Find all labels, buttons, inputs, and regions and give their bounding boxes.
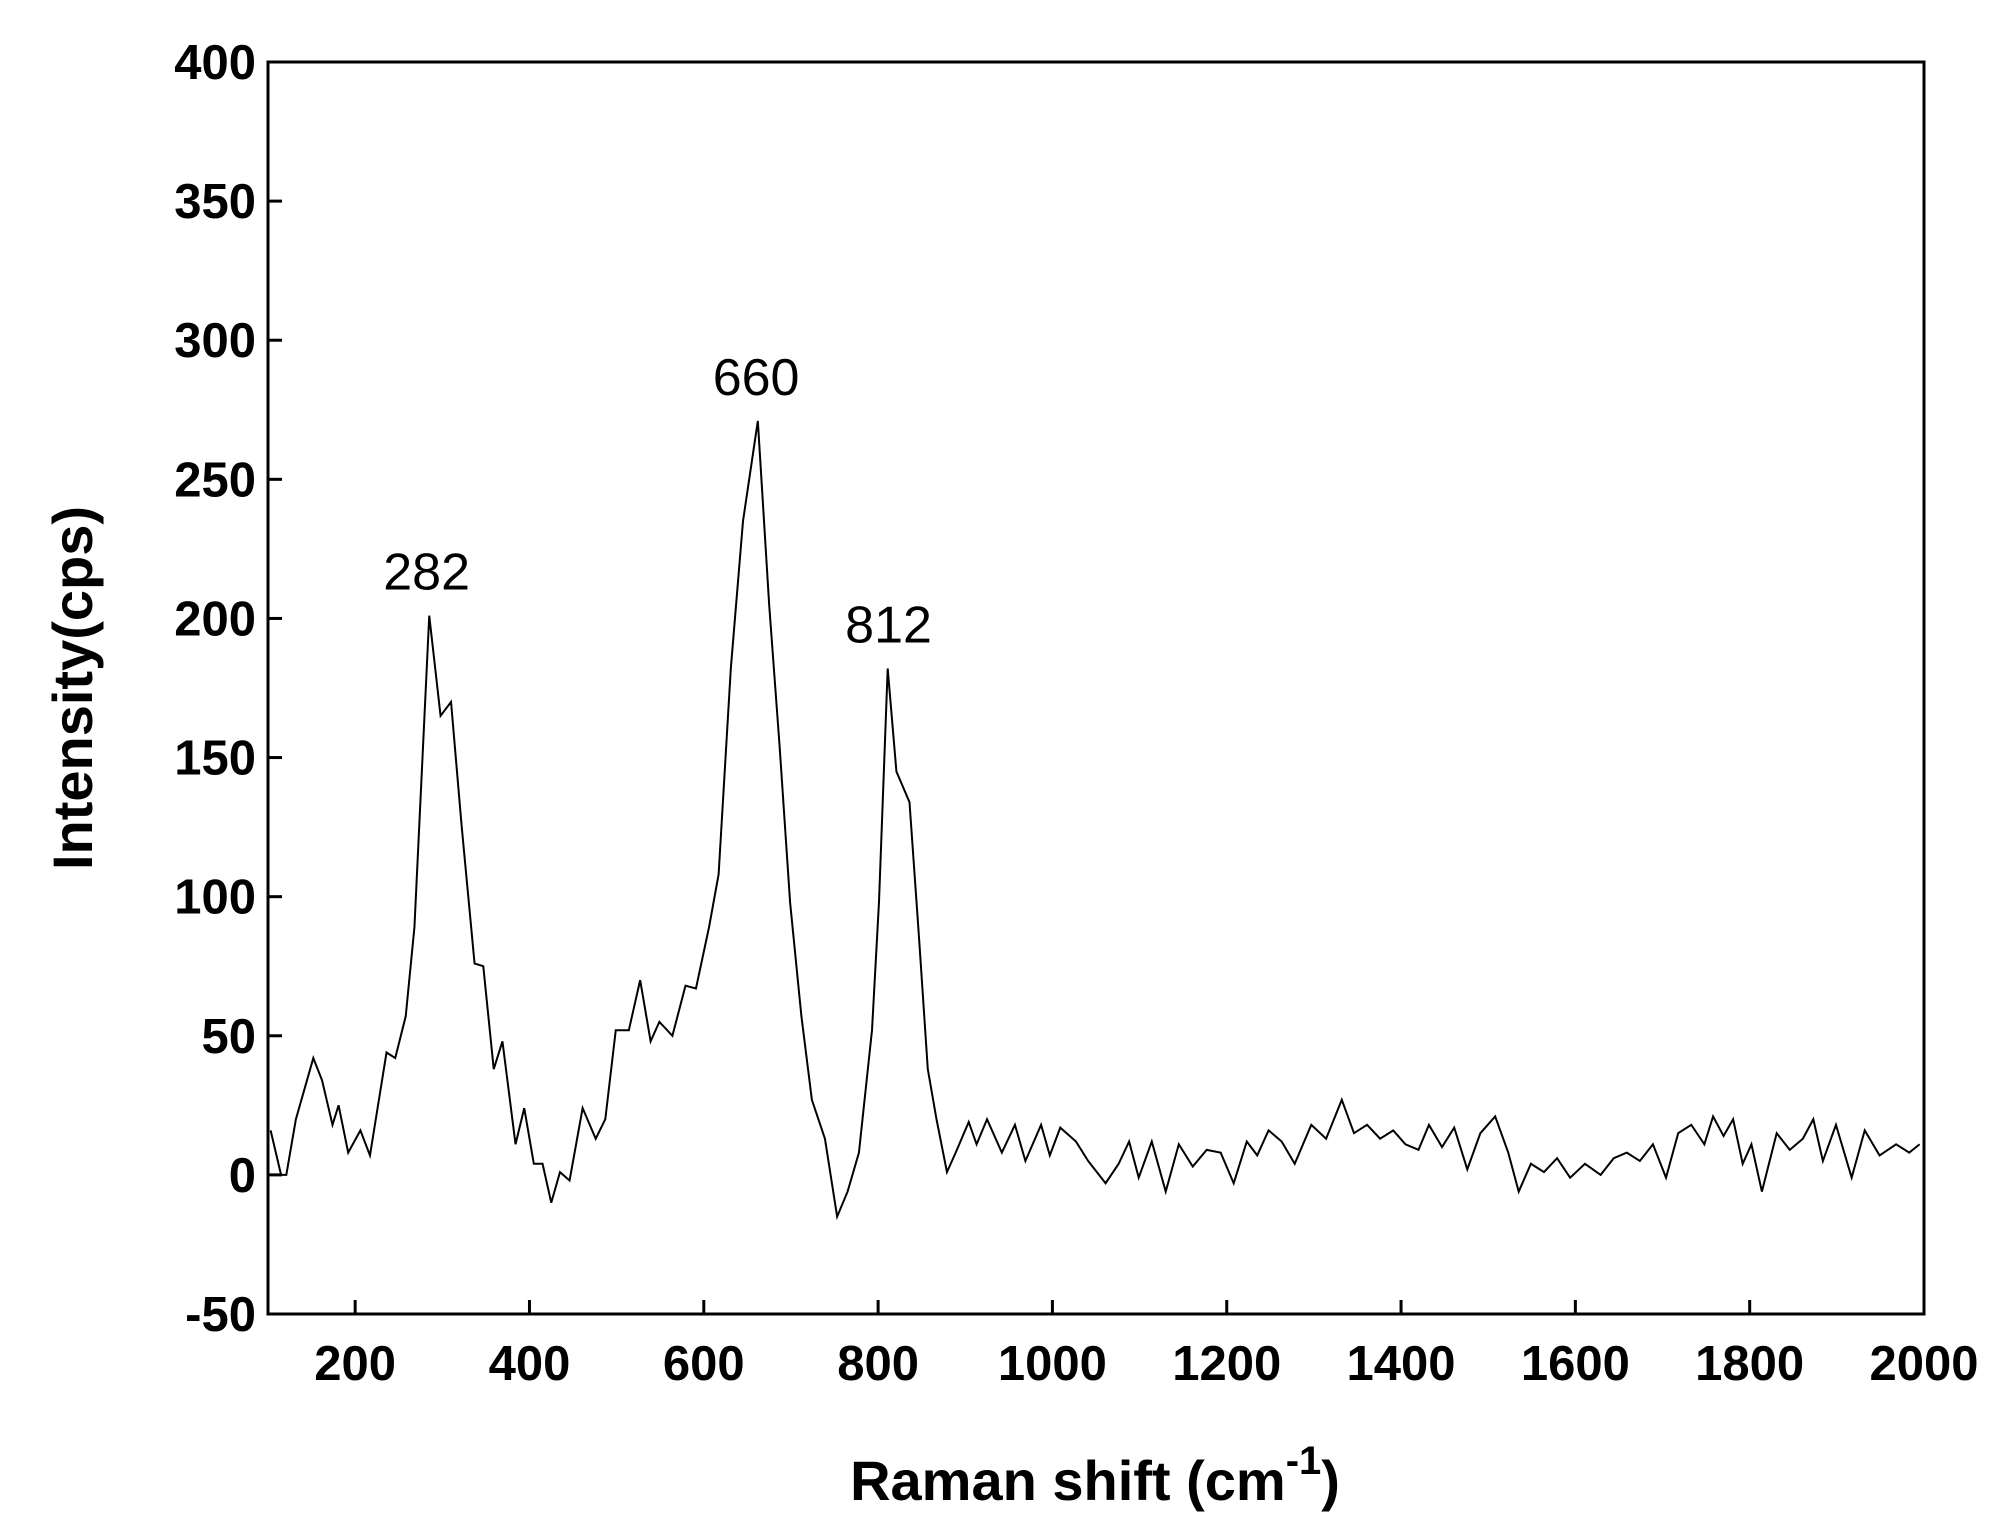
x-tick-label: 1600: [1521, 1337, 1630, 1391]
y-tick-label: 400: [174, 36, 256, 90]
y-tick-label: 250: [174, 453, 256, 507]
x-tick-label: 2000: [1869, 1337, 1978, 1391]
plot-frame: [266, 60, 1926, 1316]
y-tick-label: 50: [201, 1010, 256, 1064]
x-axis-title-sup: -1: [1286, 1439, 1322, 1483]
y-tick-label: 200: [174, 592, 256, 646]
x-axis-title-main: Raman shift (cm: [850, 1449, 1286, 1512]
y-tick-label: 100: [174, 871, 256, 925]
y-tick-label: -50: [185, 1288, 256, 1342]
y-axis-title: Intensity(cps): [41, 506, 104, 870]
y-tick-label: 350: [174, 175, 256, 229]
y-tick-label: 150: [174, 732, 256, 786]
y-tick-label: 300: [174, 314, 256, 368]
spectrum-line: [269, 420, 1921, 1221]
x-axis-title-end: ): [1321, 1449, 1340, 1512]
x-tick-label: 600: [663, 1337, 745, 1391]
x-tick-label: 1200: [1172, 1337, 1281, 1391]
x-tick-label: 200: [314, 1337, 396, 1391]
peak-label: 660: [713, 349, 800, 407]
x-axis-title: Raman shift (cm-1): [850, 1439, 1340, 1512]
peak-label: 282: [383, 544, 470, 602]
peak-label: 812: [845, 597, 932, 655]
y-tick-label: 0: [229, 1149, 256, 1203]
x-tick-label: 1400: [1347, 1337, 1456, 1391]
x-tick-label: 1000: [998, 1337, 1107, 1391]
x-tick-label: 400: [489, 1337, 571, 1391]
x-tick-label: 1800: [1695, 1337, 1804, 1391]
x-tick-label: 800: [837, 1337, 919, 1391]
